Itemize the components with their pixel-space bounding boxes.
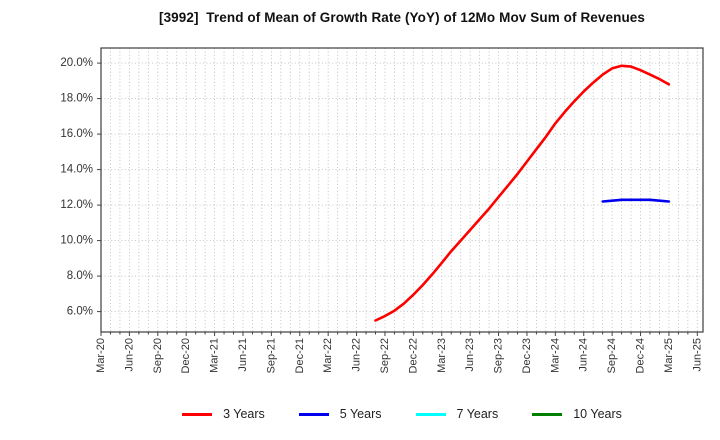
legend: 3 Years 5 Years 7 Years 10 Years	[101, 407, 703, 421]
legend-item-7-years: 7 Years	[415, 407, 499, 421]
x-tick-label: Mar-23	[436, 338, 448, 373]
x-tick-label: Sep-22	[379, 338, 391, 373]
x-tick-label: Sep-21	[265, 338, 277, 373]
x-tick-label: Sep-23	[493, 338, 505, 373]
y-tick-label: 20.0%	[60, 57, 93, 69]
x-tick-label: Mar-22	[322, 338, 334, 373]
legend-label: 7 Years	[456, 407, 499, 421]
legend-line-swatch	[532, 412, 563, 416]
x-tick-label: Jun-20	[123, 338, 135, 372]
series-line-5-years	[601, 198, 671, 203]
x-tick-label: Mar-21	[209, 338, 221, 373]
legend-item-3-years: 3 Years	[182, 407, 265, 421]
x-tick-label: Jun-25	[691, 338, 703, 372]
legend-line-swatch	[415, 412, 446, 416]
legend-label: 5 Years	[339, 407, 382, 421]
plot-border	[100, 47, 704, 333]
legend-line-swatch	[182, 412, 213, 416]
x-tick-label: Jun-22	[351, 338, 363, 372]
legend-line-swatch	[298, 412, 329, 416]
legend-label: 3 Years	[223, 407, 265, 421]
x-tick-label: Jun-21	[237, 338, 249, 372]
x-tick-label: Dec-23	[521, 338, 533, 373]
x-tick-label: Mar-24	[549, 338, 561, 373]
x-tick-label: Mar-20	[95, 338, 107, 373]
y-tick-label: 6.0%	[67, 306, 93, 318]
y-tick-label: 8.0%	[67, 270, 93, 282]
x-tick-label: Sep-24	[606, 338, 618, 373]
x-tick-label: Sep-20	[152, 338, 164, 373]
x-tick-label: Jun-23	[464, 338, 476, 372]
x-tick-label: Dec-20	[180, 338, 192, 373]
x-tick-label: Jun-24	[578, 338, 590, 372]
y-tick-label: 12.0%	[60, 199, 93, 211]
x-tick-label: Mar-25	[663, 338, 675, 373]
x-tick-label: Dec-21	[294, 338, 306, 373]
legend-item-10-years: 10 Years	[532, 407, 622, 421]
x-tick-label: Dec-24	[635, 338, 647, 373]
y-tick-label: 10.0%	[60, 235, 93, 247]
x-tick-label: Dec-22	[407, 338, 419, 373]
y-tick-label: 16.0%	[60, 128, 93, 140]
legend-label: 10 Years	[573, 407, 622, 421]
y-tick-label: 14.0%	[60, 164, 93, 176]
chart-title: [3992] Trend of Mean of Growth Rate (YoY…	[158, 10, 646, 25]
series-line-3-years	[374, 64, 671, 322]
y-tick-label: 18.0%	[60, 93, 93, 105]
legend-item-5-years: 5 Years	[298, 407, 382, 421]
